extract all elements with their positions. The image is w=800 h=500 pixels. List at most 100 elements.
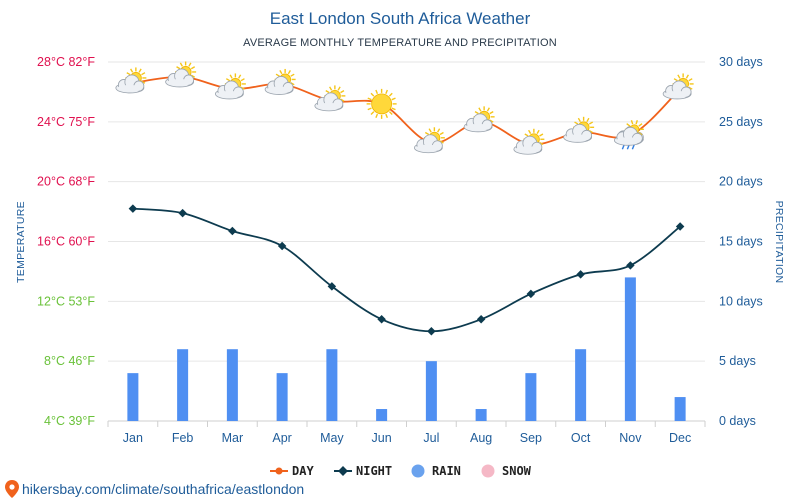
- sun-ray: [638, 131, 643, 136]
- rain-bar: [674, 397, 686, 421]
- sun-ray: [489, 119, 494, 123]
- sun-ray: [391, 97, 396, 101]
- rain-bar: [177, 349, 189, 421]
- right-axis-title: PRECIPITATION: [773, 201, 785, 284]
- rain-bar: [376, 409, 388, 421]
- sun-ray: [539, 133, 544, 137]
- rain-bar: [127, 373, 139, 421]
- legend-night-label: NIGHT: [356, 464, 392, 478]
- sun-ray: [225, 78, 231, 82]
- night-point: [327, 282, 337, 291]
- legend-night-diamond-icon: [338, 466, 348, 476]
- sun-ray: [287, 69, 291, 75]
- sunny-icon: [366, 88, 397, 119]
- right-tick-label: 20 days: [719, 175, 763, 189]
- sun-ray: [385, 89, 389, 94]
- left-tick-label: 4°C 39°F: [44, 414, 95, 428]
- sun-ray: [574, 121, 579, 125]
- sun-ray: [238, 74, 242, 79]
- cloud-part: [664, 90, 690, 98]
- chart-title: East London South Africa Weather: [270, 9, 531, 28]
- night-point: [526, 289, 536, 299]
- sun-ray: [439, 140, 444, 144]
- cloud-part: [167, 78, 193, 86]
- right-tick-label: 25 days: [719, 115, 763, 129]
- legend-snow-circle-icon: [481, 464, 495, 478]
- sun-ray: [138, 68, 142, 73]
- left-axis-title: TEMPERATURE: [15, 201, 27, 283]
- rain-bar: [624, 277, 636, 421]
- sun-ray: [279, 69, 283, 75]
- right-tick-label: 10 days: [719, 294, 763, 308]
- x-tick-label: Dec: [669, 431, 691, 445]
- legend-day-label: DAY: [292, 464, 314, 478]
- sun-ray: [229, 74, 233, 79]
- x-tick-label: Apr: [272, 431, 291, 445]
- rain-bars: [127, 277, 686, 421]
- night-point: [576, 270, 585, 279]
- night-point: [277, 241, 287, 251]
- night-point: [178, 208, 187, 218]
- gridlines: [107, 61, 706, 427]
- partly-cloudy-icon: [165, 61, 197, 88]
- partly-cloudy-icon: [413, 127, 445, 154]
- cloud-part: [515, 146, 541, 154]
- rain-bar: [326, 349, 338, 421]
- sun-ray: [673, 78, 678, 82]
- x-tick-label: Jan: [123, 431, 143, 445]
- legend: DAY NIGHT RAIN SNOW: [270, 464, 532, 478]
- left-tick-label: 24°C 75°F: [37, 115, 95, 129]
- cloud-part: [565, 134, 591, 142]
- sun-ray: [536, 129, 540, 134]
- sun-ray: [375, 113, 379, 119]
- left-axis: 28°C 82°F 24°C 75°F 20°C 68°F 16°C 60°F 12°C…: [37, 55, 95, 428]
- right-tick-label: 15 days: [719, 235, 763, 249]
- map-pin-icon: [5, 480, 19, 498]
- sun-ray: [290, 82, 295, 86]
- x-tick-label: Feb: [172, 431, 194, 445]
- night-point: [476, 315, 486, 324]
- sun-ray: [474, 110, 479, 115]
- cloud-part: [117, 84, 143, 92]
- legend-snow-label: SNOW: [502, 464, 532, 478]
- rain-bar: [475, 409, 487, 421]
- chart-subtitle: AVERAGE MONTHLY TEMPERATURE AND PRECIPIT…: [243, 37, 557, 49]
- day-line: [132, 75, 681, 146]
- sun-ray: [141, 72, 146, 76]
- x-tick-label: May: [320, 431, 344, 445]
- night-line: [132, 207, 681, 333]
- sun-ray: [439, 131, 444, 136]
- night-series: [128, 204, 685, 336]
- legend-rain-circle-icon: [411, 464, 425, 478]
- x-axis: Jan Feb Mar Apr May Jun Jul Aug Sep Oct Nov Dec: [123, 431, 691, 445]
- sun-ray: [370, 111, 375, 115]
- sun-ray: [428, 128, 432, 133]
- sun-ray: [630, 120, 634, 125]
- sun-ray: [290, 73, 295, 77]
- sun-ray: [337, 86, 341, 91]
- sun-ray: [329, 86, 333, 91]
- cloud-part: [316, 102, 342, 110]
- legend-rain-label: RAIN: [432, 464, 461, 478]
- sun-ray: [388, 111, 393, 115]
- sun-ray: [370, 92, 375, 97]
- footer-link[interactable]: hikersbay.com/climate/southafrica/eastlo…: [22, 481, 304, 497]
- legend-day-dot-icon: [275, 467, 283, 475]
- sun-ray: [190, 74, 196, 78]
- left-tick-label: 12°C 53°F: [37, 294, 95, 308]
- sun-ray: [528, 129, 532, 134]
- x-tick-label: Mar: [222, 431, 244, 445]
- cloud-part: [216, 90, 242, 98]
- rain-bar: [525, 373, 537, 421]
- sun-ray: [385, 113, 389, 119]
- rain-bar: [276, 373, 288, 421]
- partly-cloudy-icon: [563, 116, 595, 143]
- sun-ray: [478, 107, 482, 112]
- right-tick-label: 5 days: [719, 354, 756, 368]
- sun-ray: [539, 141, 544, 146]
- sun-ray: [126, 72, 131, 76]
- sun-ray: [325, 90, 330, 94]
- footer[interactable]: hikersbay.com/climate/southafrica/eastlo…: [5, 480, 304, 498]
- sun-ray: [340, 90, 345, 94]
